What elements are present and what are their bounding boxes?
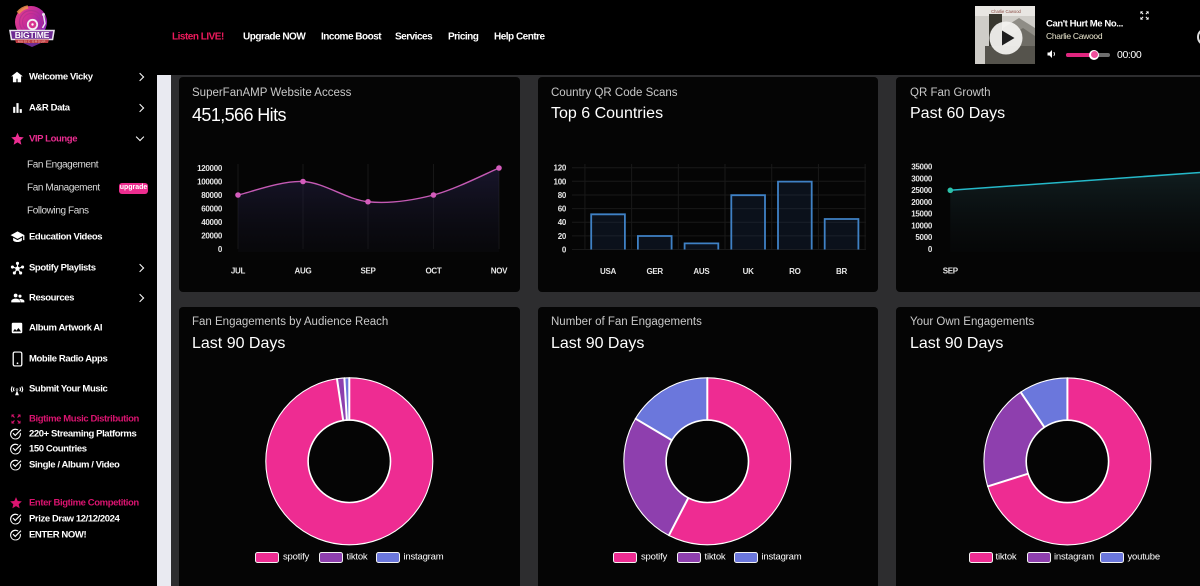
svg-text:100: 100: [554, 177, 567, 186]
svg-text:20000: 20000: [201, 232, 223, 241]
svg-text:BR: BR: [836, 267, 847, 276]
svg-text:OCT: OCT: [426, 267, 442, 276]
svg-text:20000: 20000: [911, 198, 933, 207]
svg-text:25000: 25000: [911, 186, 933, 195]
svg-text:RO: RO: [789, 267, 800, 276]
svg-text:30000: 30000: [911, 174, 933, 183]
svg-text:MUSIC GROUP: MUSIC GROUP: [18, 40, 46, 44]
svg-text:GER: GER: [646, 267, 663, 276]
svg-text:5000: 5000: [915, 233, 932, 242]
svg-text:0: 0: [928, 245, 933, 254]
svg-text:Charlie Cawood: Charlie Cawood: [991, 9, 1021, 14]
svg-text:AUS: AUS: [693, 267, 710, 276]
svg-text:NOV: NOV: [491, 267, 508, 276]
svg-text:80: 80: [558, 191, 567, 200]
svg-text:USA: USA: [600, 267, 617, 276]
svg-text:BIGTIME: BIGTIME: [15, 30, 50, 40]
svg-text:10000: 10000: [911, 222, 933, 231]
svg-text:A: A: [16, 387, 19, 391]
svg-text:80000: 80000: [201, 191, 223, 200]
svg-text:JUL: JUL: [231, 267, 246, 276]
svg-text:60: 60: [558, 205, 567, 214]
svg-text:120000: 120000: [197, 164, 223, 173]
svg-text:SEP: SEP: [943, 267, 959, 276]
svg-text:100000: 100000: [197, 178, 223, 187]
svg-text:120: 120: [554, 164, 567, 173]
svg-text:0: 0: [218, 245, 223, 254]
svg-text:20: 20: [558, 232, 567, 241]
svg-text:AUG: AUG: [295, 267, 312, 276]
svg-text:60000: 60000: [201, 205, 223, 214]
svg-text:UK: UK: [743, 267, 754, 276]
svg-text:40000: 40000: [201, 218, 223, 227]
svg-text:SEP: SEP: [360, 267, 376, 276]
svg-text:15000: 15000: [911, 210, 933, 219]
svg-text:40: 40: [558, 218, 567, 227]
svg-text:0: 0: [562, 246, 567, 255]
svg-text:35000: 35000: [911, 163, 933, 172]
